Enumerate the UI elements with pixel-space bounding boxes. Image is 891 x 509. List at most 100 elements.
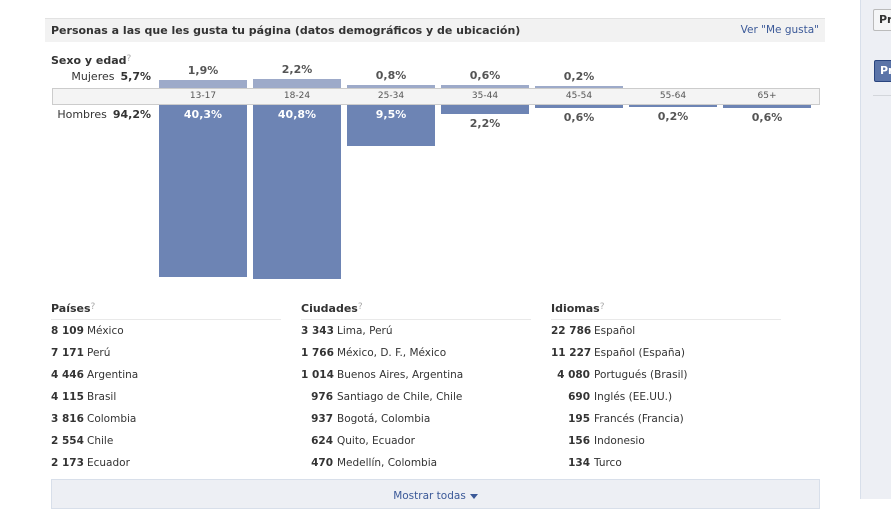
male-bar [253,105,341,279]
male-bar [629,105,717,107]
item-label: Bogotá, Colombia [337,413,431,425]
list-item: 8 109 México [51,320,281,342]
item-label: Perú [87,347,111,359]
list-item: 690 Inglés (EE.UU.) [551,386,781,408]
list-item: 3 343 Lima, Perú [301,320,531,342]
list-item: 2 554 Chile [51,430,281,452]
female-bar [159,80,247,88]
sidebar-divider [873,95,891,96]
list-item: 4 115 Brasil [51,386,281,408]
male-label-text: Hombres [57,108,107,121]
male-value-label: 9,5% [375,108,407,121]
male-value-label: 0,6% [563,111,595,124]
item-label: México [87,325,124,337]
item-count: 690 [568,391,590,403]
age-tick-label: 45-54 [565,91,593,101]
languages-title: Idiomas [551,302,600,315]
age-axis-band [52,88,820,105]
countries-header: Países? [51,302,281,320]
item-count: 976 [311,391,333,403]
item-label: Ecuador [87,457,130,469]
help-icon[interactable]: ? [599,302,605,312]
show-all-label: Mostrar todas [393,490,466,502]
gender-age-title-text: Sexo y edad [51,54,127,67]
help-icon[interactable]: ? [126,54,132,64]
right-sidebar [860,0,891,499]
countries-title: Países [51,302,91,315]
item-count: 8 109 [51,325,84,337]
list-item: 976 Santiago de Chile, Chile [301,386,531,408]
item-label: México, D. F., México [337,347,447,359]
cities-title: Ciudades [301,302,358,315]
male-value-label: 2,2% [469,117,501,130]
male-bar [347,105,435,146]
item-label: Argentina [87,369,139,381]
item-label: Portugués (Brasil) [594,369,688,381]
item-count: 2 554 [51,435,84,447]
section-title: Personas a las que les gusta tu página (… [51,24,521,37]
item-label: Medellín, Colombia [337,457,438,469]
female-bar [347,85,435,88]
item-count: 470 [311,457,333,469]
sidebar-button[interactable]: Pr [873,9,891,31]
item-label: Quito, Ecuador [337,435,415,447]
section-header: Personas a las que les gusta tu página (… [45,18,825,42]
view-likes-link[interactable]: Ver "Me gusta" [740,24,819,36]
list-item: 3 816 Colombia [51,408,281,430]
list-item: 470 Medellín, Colombia [301,452,531,474]
item-label: Francés (Francia) [594,413,684,425]
item-count: 4 446 [51,369,84,381]
list-item: 156 Indonesio [551,430,781,452]
item-count: 1 014 [301,369,334,381]
male-value-label: 0,6% [751,111,783,124]
list-item: 2 173 Ecuador [51,452,281,474]
help-icon[interactable]: ? [357,302,363,312]
list-item: 11 227 Español (España) [551,342,781,364]
item-label: Brasil [87,391,117,403]
item-label: Inglés (EE.UU.) [594,391,673,403]
chevron-down-icon [469,493,478,499]
male-bar [723,105,811,108]
female-value-label: 0,6% [469,69,501,82]
age-tick-label: 55-64 [659,91,687,101]
countries-list: Países? 8 109 México 7 171 Perú 4 446 Argentin… [51,302,281,474]
gender-age-title: Sexo y edad? [51,54,131,67]
item-count: 156 [568,435,590,447]
female-value-label: 1,9% [187,64,219,77]
female-total: 5,7% [120,70,151,83]
list-item: 1 766 México, D. F., México [301,342,531,364]
male-value-label: 40,3% [183,108,223,121]
age-tick-label: 35-44 [471,91,499,101]
item-label: Buenos Aires, Argentina [337,369,464,381]
help-icon[interactable]: ? [90,302,96,312]
item-count: 4 115 [51,391,84,403]
item-label: Español [594,325,636,337]
item-label: Chile [87,435,114,447]
list-item: 7 171 Perú [51,342,281,364]
item-count: 624 [311,435,333,447]
list-item: 195 Francés (Francia) [551,408,781,430]
list-item: 937 Bogotá, Colombia [301,408,531,430]
male-value-label: 0,2% [657,110,689,123]
item-count: 11 227 [551,347,592,359]
cities-header: Ciudades? [301,302,531,320]
sidebar-primary-button[interactable]: Pr [874,60,891,82]
languages-header: Idiomas? [551,302,781,320]
female-bar [535,86,623,88]
item-label: Turco [594,457,622,469]
female-value-label: 2,2% [281,63,313,76]
age-tick-label: 18-24 [283,91,311,101]
item-count: 195 [568,413,590,425]
male-bar [535,105,623,108]
show-all-button[interactable]: Mostrar todas [51,479,820,509]
age-tick-label: 13-17 [189,91,217,101]
female-label: Mujeres 5,7% [52,70,151,83]
item-count: 1 766 [301,347,334,359]
female-bar [253,79,341,88]
age-tick-label: 65+ [757,91,777,101]
item-count: 7 171 [51,347,84,359]
list-item: 134 Turco [551,452,781,474]
male-bar [159,105,247,277]
languages-list: Idiomas? 22 786 Español 11 227 Español (Espa… [551,302,781,474]
female-bar [441,85,529,88]
